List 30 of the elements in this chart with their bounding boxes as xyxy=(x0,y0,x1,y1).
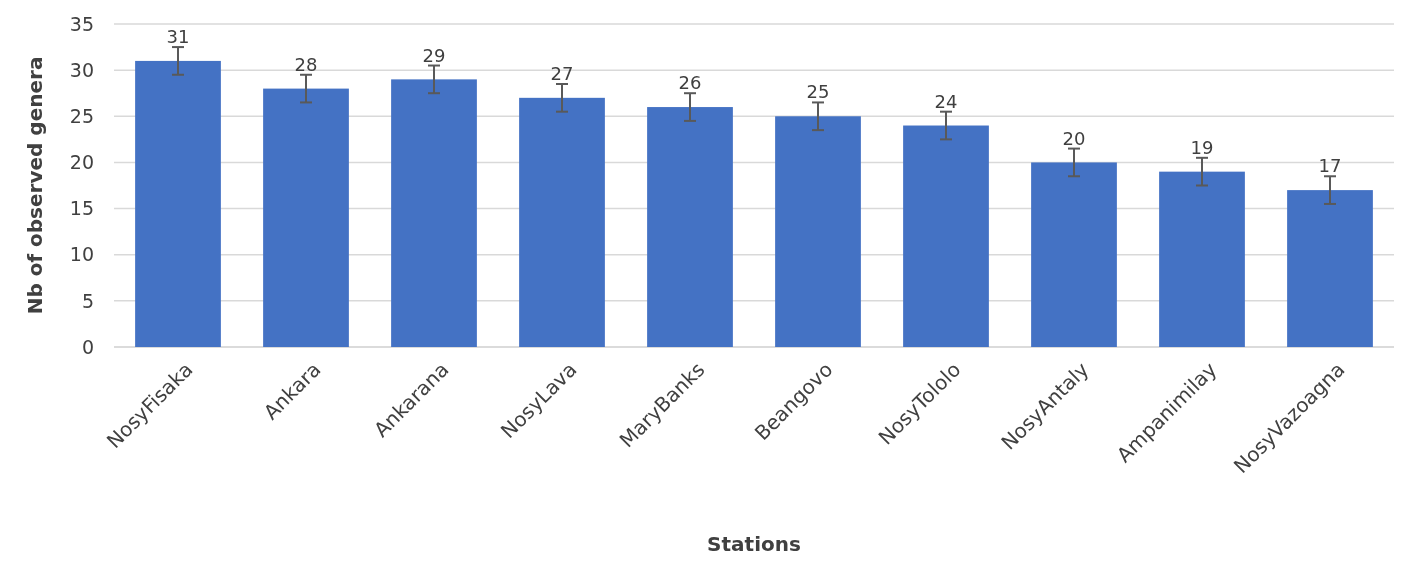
bar xyxy=(775,116,861,347)
y-tick-label: 15 xyxy=(69,197,94,220)
y-tick-label: 10 xyxy=(69,243,94,266)
data-label: 24 xyxy=(934,90,958,112)
data-label: 29 xyxy=(422,44,446,66)
y-axis-title: Nb of observed genera xyxy=(23,56,47,315)
bar xyxy=(647,107,733,347)
data-label: 19 xyxy=(1190,136,1214,158)
y-tick-label: 25 xyxy=(69,104,94,127)
data-label: 25 xyxy=(806,81,830,103)
data-label: 17 xyxy=(1318,155,1342,177)
bar xyxy=(263,88,349,347)
bar xyxy=(903,125,989,347)
bar xyxy=(1159,171,1245,347)
bar xyxy=(1031,162,1117,347)
bar xyxy=(391,79,477,347)
x-axis-title: Stations xyxy=(707,532,801,556)
y-tick-label: 35 xyxy=(69,12,94,35)
bar xyxy=(1287,190,1373,347)
y-tick-label: 30 xyxy=(69,58,94,81)
y-tick-label: 0 xyxy=(81,335,94,358)
y-tick-label: 20 xyxy=(69,151,94,174)
data-label: 31 xyxy=(166,26,190,48)
data-label: 27 xyxy=(550,62,574,84)
bar xyxy=(135,60,221,347)
y-tick-label: 5 xyxy=(81,289,94,312)
bar xyxy=(519,97,605,347)
data-label: 26 xyxy=(678,72,702,94)
data-label: 20 xyxy=(1062,127,1086,149)
data-label: 28 xyxy=(294,53,318,75)
